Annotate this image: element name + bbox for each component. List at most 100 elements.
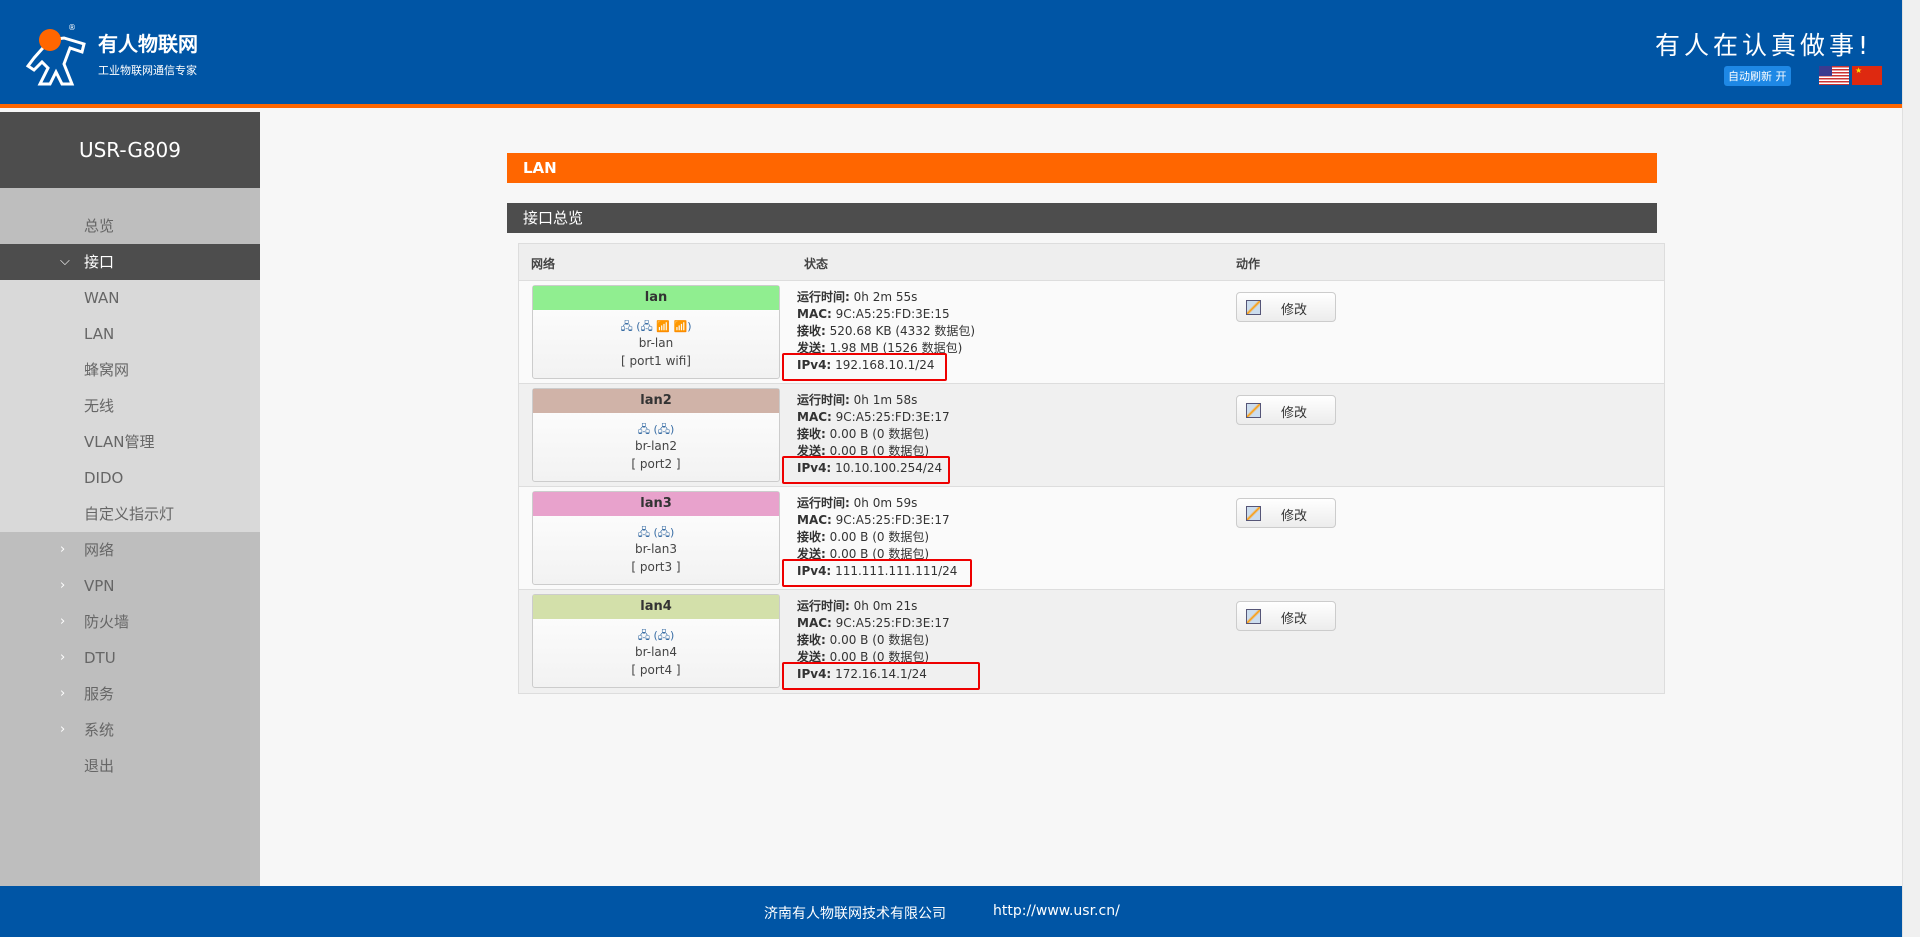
ipv4-value: 10.10.100.254/24 — [835, 461, 943, 475]
edit-button[interactable]: 修改 — [1236, 601, 1336, 631]
chevron-right-icon: › — [60, 686, 66, 701]
uptime-label: 运行时间: — [797, 599, 850, 613]
table-row: lan 🖧 (🖧 📶 📶) br-lan [ port1 wifi] 运行时间:… — [519, 281, 1664, 384]
ipv4-label: IPv4: — [797, 358, 832, 372]
chevron-down-icon: ⌵ — [60, 254, 70, 269]
sidebar-item-label: 无线 — [84, 397, 115, 415]
sidebar-item-0[interactable]: 总览 — [0, 208, 260, 244]
sidebar-item-14[interactable]: › 系统 — [0, 712, 260, 748]
interface-card: lan3 🖧 (🖧) br-lan3 [ port3 ] — [532, 491, 780, 585]
sidebar-item-label: 退出 — [84, 757, 115, 775]
svg-text:®: ® — [68, 23, 76, 32]
sidebar-item-6[interactable]: VLAN管理 — [0, 424, 260, 460]
cn-flag-icon[interactable]: ★ — [1852, 66, 1882, 85]
chevron-right-icon: › — [60, 614, 66, 629]
page-title: LAN — [507, 153, 1657, 183]
edit-label: 修改 — [1281, 406, 1308, 421]
tx-value: 0.00 B (0 数据包) — [829, 547, 930, 561]
chevron-right-icon: › — [60, 542, 66, 557]
tx-label: 发送: — [797, 444, 826, 458]
footer-company: 济南有人物联网技术有限公司 — [764, 906, 946, 922]
sidebar-item-label: DTU — [84, 649, 116, 667]
edit-button[interactable]: 修改 — [1236, 395, 1336, 425]
sidebar-item-label: VLAN管理 — [84, 433, 155, 451]
chevron-right-icon: › — [60, 578, 66, 593]
interface-status: 运行时间: 0h 1m 58s MAC: 9C:A5:25:FD:3E:17 接… — [797, 392, 950, 477]
interface-name: lan4 — [533, 595, 779, 619]
column-action: 动作 — [1236, 257, 1261, 271]
sidebar-item-11[interactable]: › 防火墙 — [0, 604, 260, 640]
edit-icon — [1246, 403, 1261, 418]
rx-value: 520.68 KB (4332 数据包) — [829, 324, 976, 338]
footer: 济南有人物联网技术有限公司 http://www.usr.cn/ — [0, 886, 1902, 937]
uptime-value: 0h 0m 59s — [853, 496, 918, 510]
sidebar-item-15[interactable]: 退出 — [0, 748, 260, 784]
highlight-box — [782, 662, 980, 690]
sidebar-item-2[interactable]: WAN — [0, 280, 260, 316]
rx-value: 0.00 B (0 数据包) — [829, 530, 930, 544]
us-flag-icon[interactable] — [1819, 66, 1849, 85]
sidebar-item-3[interactable]: LAN — [0, 316, 260, 352]
highlight-box — [782, 559, 972, 587]
interface-status: 运行时间: 0h 0m 59s MAC: 9C:A5:25:FD:3E:17 接… — [797, 495, 957, 580]
slogan: 有人在认真做事! — [1654, 31, 1872, 60]
sidebar-item-label: WAN — [84, 289, 120, 307]
rx-value: 0.00 B (0 数据包) — [829, 633, 930, 647]
interface-status: 运行时间: 0h 0m 21s MAC: 9C:A5:25:FD:3E:17 接… — [797, 598, 950, 683]
sidebar: USR-G809 总览 ⌵ 接口 WAN LAN 蜂窝网 无线 VLAN管理 DIDO 自定义指示… — [0, 112, 260, 886]
sidebar-item-12[interactable]: › DTU — [0, 640, 260, 676]
sidebar-item-4[interactable]: 蜂窝网 — [0, 352, 260, 388]
uptime-label: 运行时间: — [797, 290, 850, 304]
mac-label: MAC: — [797, 513, 832, 527]
interface-card: lan 🖧 (🖧 📶 📶) br-lan [ port1 wifi] — [532, 285, 780, 379]
footer-url[interactable]: http://www.usr.cn/ — [993, 903, 1120, 919]
chevron-right-icon: › — [60, 722, 66, 737]
scrollbar[interactable] — [1902, 0, 1920, 937]
port-list: [ port3 ] — [631, 560, 681, 574]
sidebar-item-label: 网络 — [84, 541, 115, 559]
highlight-box — [782, 353, 947, 381]
edit-label: 修改 — [1281, 509, 1308, 524]
mac-value: 9C:A5:25:FD:3E:17 — [835, 616, 950, 630]
edit-icon — [1246, 300, 1261, 315]
sidebar-item-13[interactable]: › 服务 — [0, 676, 260, 712]
auto-refresh-toggle[interactable]: 自动刷新 开 — [1724, 66, 1791, 86]
usr-logo-icon: ® — [25, 23, 86, 86]
sidebar-item-label: LAN — [84, 325, 115, 343]
section-title: 接口总览 — [507, 203, 1657, 233]
sidebar-item-8[interactable]: 自定义指示灯 — [0, 496, 260, 532]
table-header: 网络 状态 动作 — [519, 244, 1664, 281]
network-port-icon: 🖧 (🖧 📶 📶) — [620, 320, 692, 333]
sidebar-item-10[interactable]: › VPN — [0, 568, 260, 604]
sidebar-item-1[interactable]: ⌵ 接口 — [0, 244, 260, 280]
sidebar-item-9[interactable]: › 网络 — [0, 532, 260, 568]
ipv4-label: IPv4: — [797, 667, 832, 681]
mac-value: 9C:A5:25:FD:3E:15 — [835, 307, 950, 321]
sidebar-item-label: 自定义指示灯 — [84, 505, 175, 523]
sidebar-item-label: 系统 — [84, 721, 115, 739]
interface-name: lan — [533, 286, 779, 310]
table-row: lan3 🖧 (🖧) br-lan3 [ port3 ] 运行时间: 0h 0m… — [519, 487, 1664, 590]
table-row: lan4 🖧 (🖧) br-lan4 [ port4 ] 运行时间: 0h 0m… — [519, 590, 1664, 693]
edit-button[interactable]: 修改 — [1236, 292, 1336, 322]
device-name: br-lan4 — [634, 645, 678, 659]
mac-label: MAC: — [797, 410, 832, 424]
mac-value: 9C:A5:25:FD:3E:17 — [835, 410, 950, 424]
interface-name: lan3 — [533, 492, 779, 516]
edit-button[interactable]: 修改 — [1236, 498, 1336, 528]
edit-icon — [1246, 609, 1261, 624]
sidebar-item-5[interactable]: 无线 — [0, 388, 260, 424]
sidebar-item-label: 蜂窝网 — [84, 361, 130, 379]
column-status: 状态 — [804, 257, 829, 271]
sidebar-item-label: 总览 — [84, 217, 115, 235]
sidebar-item-7[interactable]: DIDO — [0, 460, 260, 496]
mac-label: MAC: — [797, 307, 832, 321]
chevron-right-icon: › — [60, 650, 66, 665]
sidebar-item-label: 接口 — [84, 253, 115, 271]
interface-card: lan2 🖧 (🖧) br-lan2 [ port2 ] — [532, 388, 780, 482]
interface-card: lan4 🖧 (🖧) br-lan4 [ port4 ] — [532, 594, 780, 688]
interface-status: 运行时间: 0h 2m 55s MAC: 9C:A5:25:FD:3E:15 接… — [797, 289, 975, 374]
network-port-icon: 🖧 (🖧) — [637, 629, 675, 642]
brand-name: 有人物联网 — [98, 32, 198, 56]
rx-label: 接收: — [797, 633, 826, 647]
